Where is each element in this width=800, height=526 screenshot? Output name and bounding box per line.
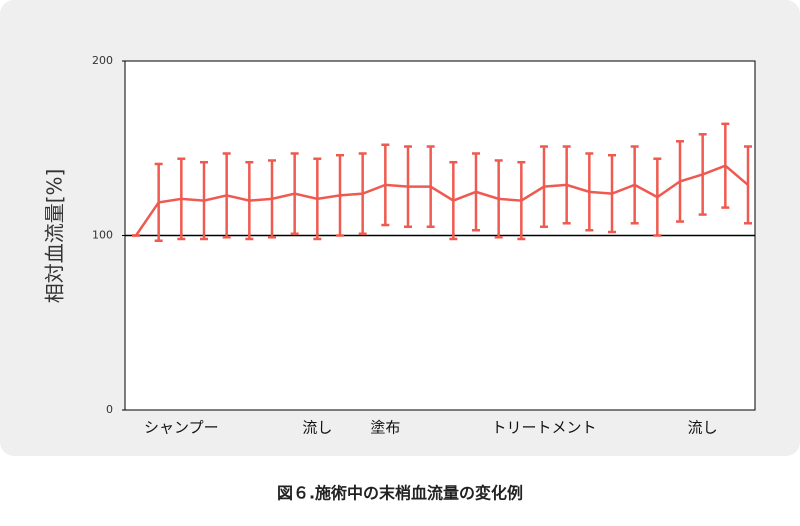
x-tick-label: シャンプー (144, 419, 219, 437)
y-tick-label: 100 (92, 229, 113, 242)
y-tick-label: 200 (92, 54, 113, 67)
x-tick-label: 流し (688, 419, 718, 437)
y-axis-label: 相対血流量[%] (43, 169, 67, 304)
x-tick-label: トリートメント (491, 419, 596, 437)
x-tick-label: 塗布 (370, 419, 400, 437)
series-line (134, 164, 749, 237)
x-tick-label: 流し (302, 419, 332, 437)
caption: 図６.施術中の末梢血流量の変化例 (277, 484, 523, 503)
y-tick-label: 0 (106, 403, 113, 416)
